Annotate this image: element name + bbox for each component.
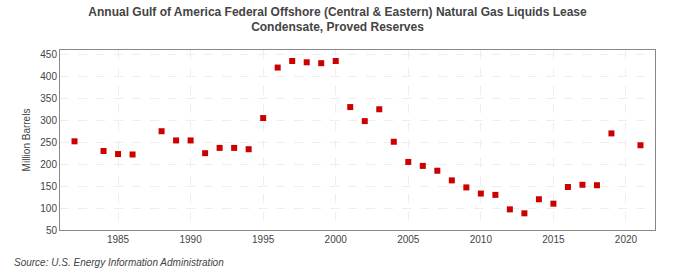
svg-text:200: 200 [40,159,57,170]
svg-text:450: 450 [40,49,57,60]
svg-text:1995: 1995 [252,234,275,245]
svg-text:2015: 2015 [542,234,565,245]
svg-text:1985: 1985 [107,234,130,245]
svg-text:2020: 2020 [615,234,638,245]
svg-text:2000: 2000 [325,234,348,245]
svg-text:250: 250 [40,137,57,148]
svg-text:100: 100 [40,203,57,214]
svg-text:150: 150 [40,181,57,192]
svg-text:Million Barrels: Million Barrels [21,109,32,172]
svg-text:2005: 2005 [397,234,420,245]
svg-text:1990: 1990 [179,234,202,245]
svg-text:50: 50 [46,225,58,236]
svg-text:350: 350 [40,93,57,104]
svg-text:Source: U.S. Energy Informatio: Source: U.S. Energy Information Administ… [14,257,224,268]
svg-text:Annual Gulf of America Federal: Annual Gulf of America Federal Offshore … [88,5,587,35]
svg-text:300: 300 [40,115,57,126]
svg-text:400: 400 [40,71,57,82]
svg-text:2010: 2010 [470,234,493,245]
